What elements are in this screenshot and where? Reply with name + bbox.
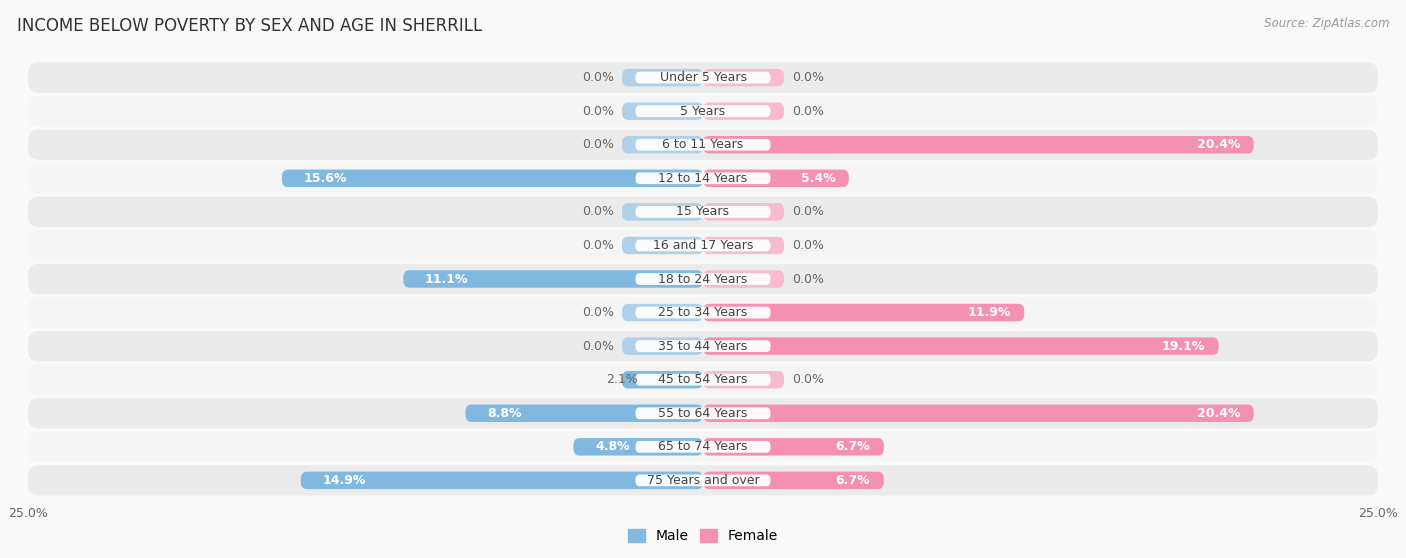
FancyBboxPatch shape [703,69,785,86]
Text: Source: ZipAtlas.com: Source: ZipAtlas.com [1264,17,1389,30]
FancyBboxPatch shape [28,129,1378,160]
FancyBboxPatch shape [703,371,785,388]
FancyBboxPatch shape [28,432,1378,462]
Text: INCOME BELOW POVERTY BY SEX AND AGE IN SHERRILL: INCOME BELOW POVERTY BY SEX AND AGE IN S… [17,17,482,35]
FancyBboxPatch shape [636,239,770,251]
Text: 6.7%: 6.7% [835,440,870,453]
FancyBboxPatch shape [621,338,703,355]
Text: 0.0%: 0.0% [792,373,824,386]
FancyBboxPatch shape [28,364,1378,395]
Text: 11.9%: 11.9% [967,306,1011,319]
Text: 25 to 34 Years: 25 to 34 Years [658,306,748,319]
FancyBboxPatch shape [636,407,770,419]
FancyBboxPatch shape [703,237,785,254]
Text: 4.8%: 4.8% [595,440,630,453]
FancyBboxPatch shape [703,170,849,187]
FancyBboxPatch shape [574,438,703,455]
Text: 0.0%: 0.0% [582,239,614,252]
Text: 0.0%: 0.0% [792,205,824,218]
FancyBboxPatch shape [636,139,770,151]
FancyBboxPatch shape [703,338,1219,355]
Text: 6.7%: 6.7% [835,474,870,487]
Text: 0.0%: 0.0% [792,239,824,252]
FancyBboxPatch shape [703,405,1254,422]
FancyBboxPatch shape [636,307,770,319]
FancyBboxPatch shape [621,103,703,120]
FancyBboxPatch shape [28,297,1378,328]
Text: 5.4%: 5.4% [800,172,835,185]
FancyBboxPatch shape [636,72,770,84]
FancyBboxPatch shape [621,237,703,254]
Text: 0.0%: 0.0% [792,71,824,84]
FancyBboxPatch shape [703,472,884,489]
FancyBboxPatch shape [703,304,1024,321]
Text: Under 5 Years: Under 5 Years [659,71,747,84]
FancyBboxPatch shape [636,206,770,218]
Text: 0.0%: 0.0% [582,138,614,151]
FancyBboxPatch shape [703,270,785,288]
Text: 18 to 24 Years: 18 to 24 Years [658,272,748,286]
Text: 65 to 74 Years: 65 to 74 Years [658,440,748,453]
FancyBboxPatch shape [636,441,770,453]
Text: 5 Years: 5 Years [681,105,725,118]
FancyBboxPatch shape [621,69,703,86]
FancyBboxPatch shape [636,105,770,117]
FancyBboxPatch shape [636,340,770,352]
FancyBboxPatch shape [281,170,703,187]
FancyBboxPatch shape [621,304,703,321]
Text: 0.0%: 0.0% [582,306,614,319]
Text: 0.0%: 0.0% [792,105,824,118]
FancyBboxPatch shape [28,163,1378,194]
Text: 14.9%: 14.9% [322,474,366,487]
FancyBboxPatch shape [703,438,884,455]
Text: 35 to 44 Years: 35 to 44 Years [658,340,748,353]
FancyBboxPatch shape [28,197,1378,227]
Text: 16 and 17 Years: 16 and 17 Years [652,239,754,252]
Legend: Male, Female: Male, Female [623,524,783,549]
Text: 0.0%: 0.0% [582,205,614,218]
Text: 55 to 64 Years: 55 to 64 Years [658,407,748,420]
FancyBboxPatch shape [28,230,1378,261]
FancyBboxPatch shape [636,474,770,486]
FancyBboxPatch shape [636,273,770,285]
FancyBboxPatch shape [703,203,785,220]
FancyBboxPatch shape [636,374,770,386]
Text: 45 to 54 Years: 45 to 54 Years [658,373,748,386]
FancyBboxPatch shape [28,264,1378,294]
Text: 15.6%: 15.6% [304,172,347,185]
FancyBboxPatch shape [621,203,703,220]
FancyBboxPatch shape [301,472,703,489]
Text: 20.4%: 20.4% [1197,138,1240,151]
FancyBboxPatch shape [636,172,770,184]
FancyBboxPatch shape [28,62,1378,93]
FancyBboxPatch shape [703,136,1254,153]
Text: 0.0%: 0.0% [582,340,614,353]
FancyBboxPatch shape [465,405,703,422]
FancyBboxPatch shape [28,331,1378,361]
Text: 8.8%: 8.8% [486,407,522,420]
Text: 11.1%: 11.1% [425,272,468,286]
FancyBboxPatch shape [28,465,1378,496]
Text: 15 Years: 15 Years [676,205,730,218]
FancyBboxPatch shape [28,96,1378,126]
Text: 19.1%: 19.1% [1161,340,1205,353]
Text: 0.0%: 0.0% [582,71,614,84]
Text: 2.1%: 2.1% [606,373,638,386]
Text: 0.0%: 0.0% [582,105,614,118]
Text: 75 Years and over: 75 Years and over [647,474,759,487]
Text: 0.0%: 0.0% [792,272,824,286]
FancyBboxPatch shape [621,136,703,153]
FancyBboxPatch shape [28,398,1378,429]
FancyBboxPatch shape [621,371,703,388]
Text: 20.4%: 20.4% [1197,407,1240,420]
FancyBboxPatch shape [404,270,703,288]
FancyBboxPatch shape [703,103,785,120]
Text: 12 to 14 Years: 12 to 14 Years [658,172,748,185]
Text: 6 to 11 Years: 6 to 11 Years [662,138,744,151]
